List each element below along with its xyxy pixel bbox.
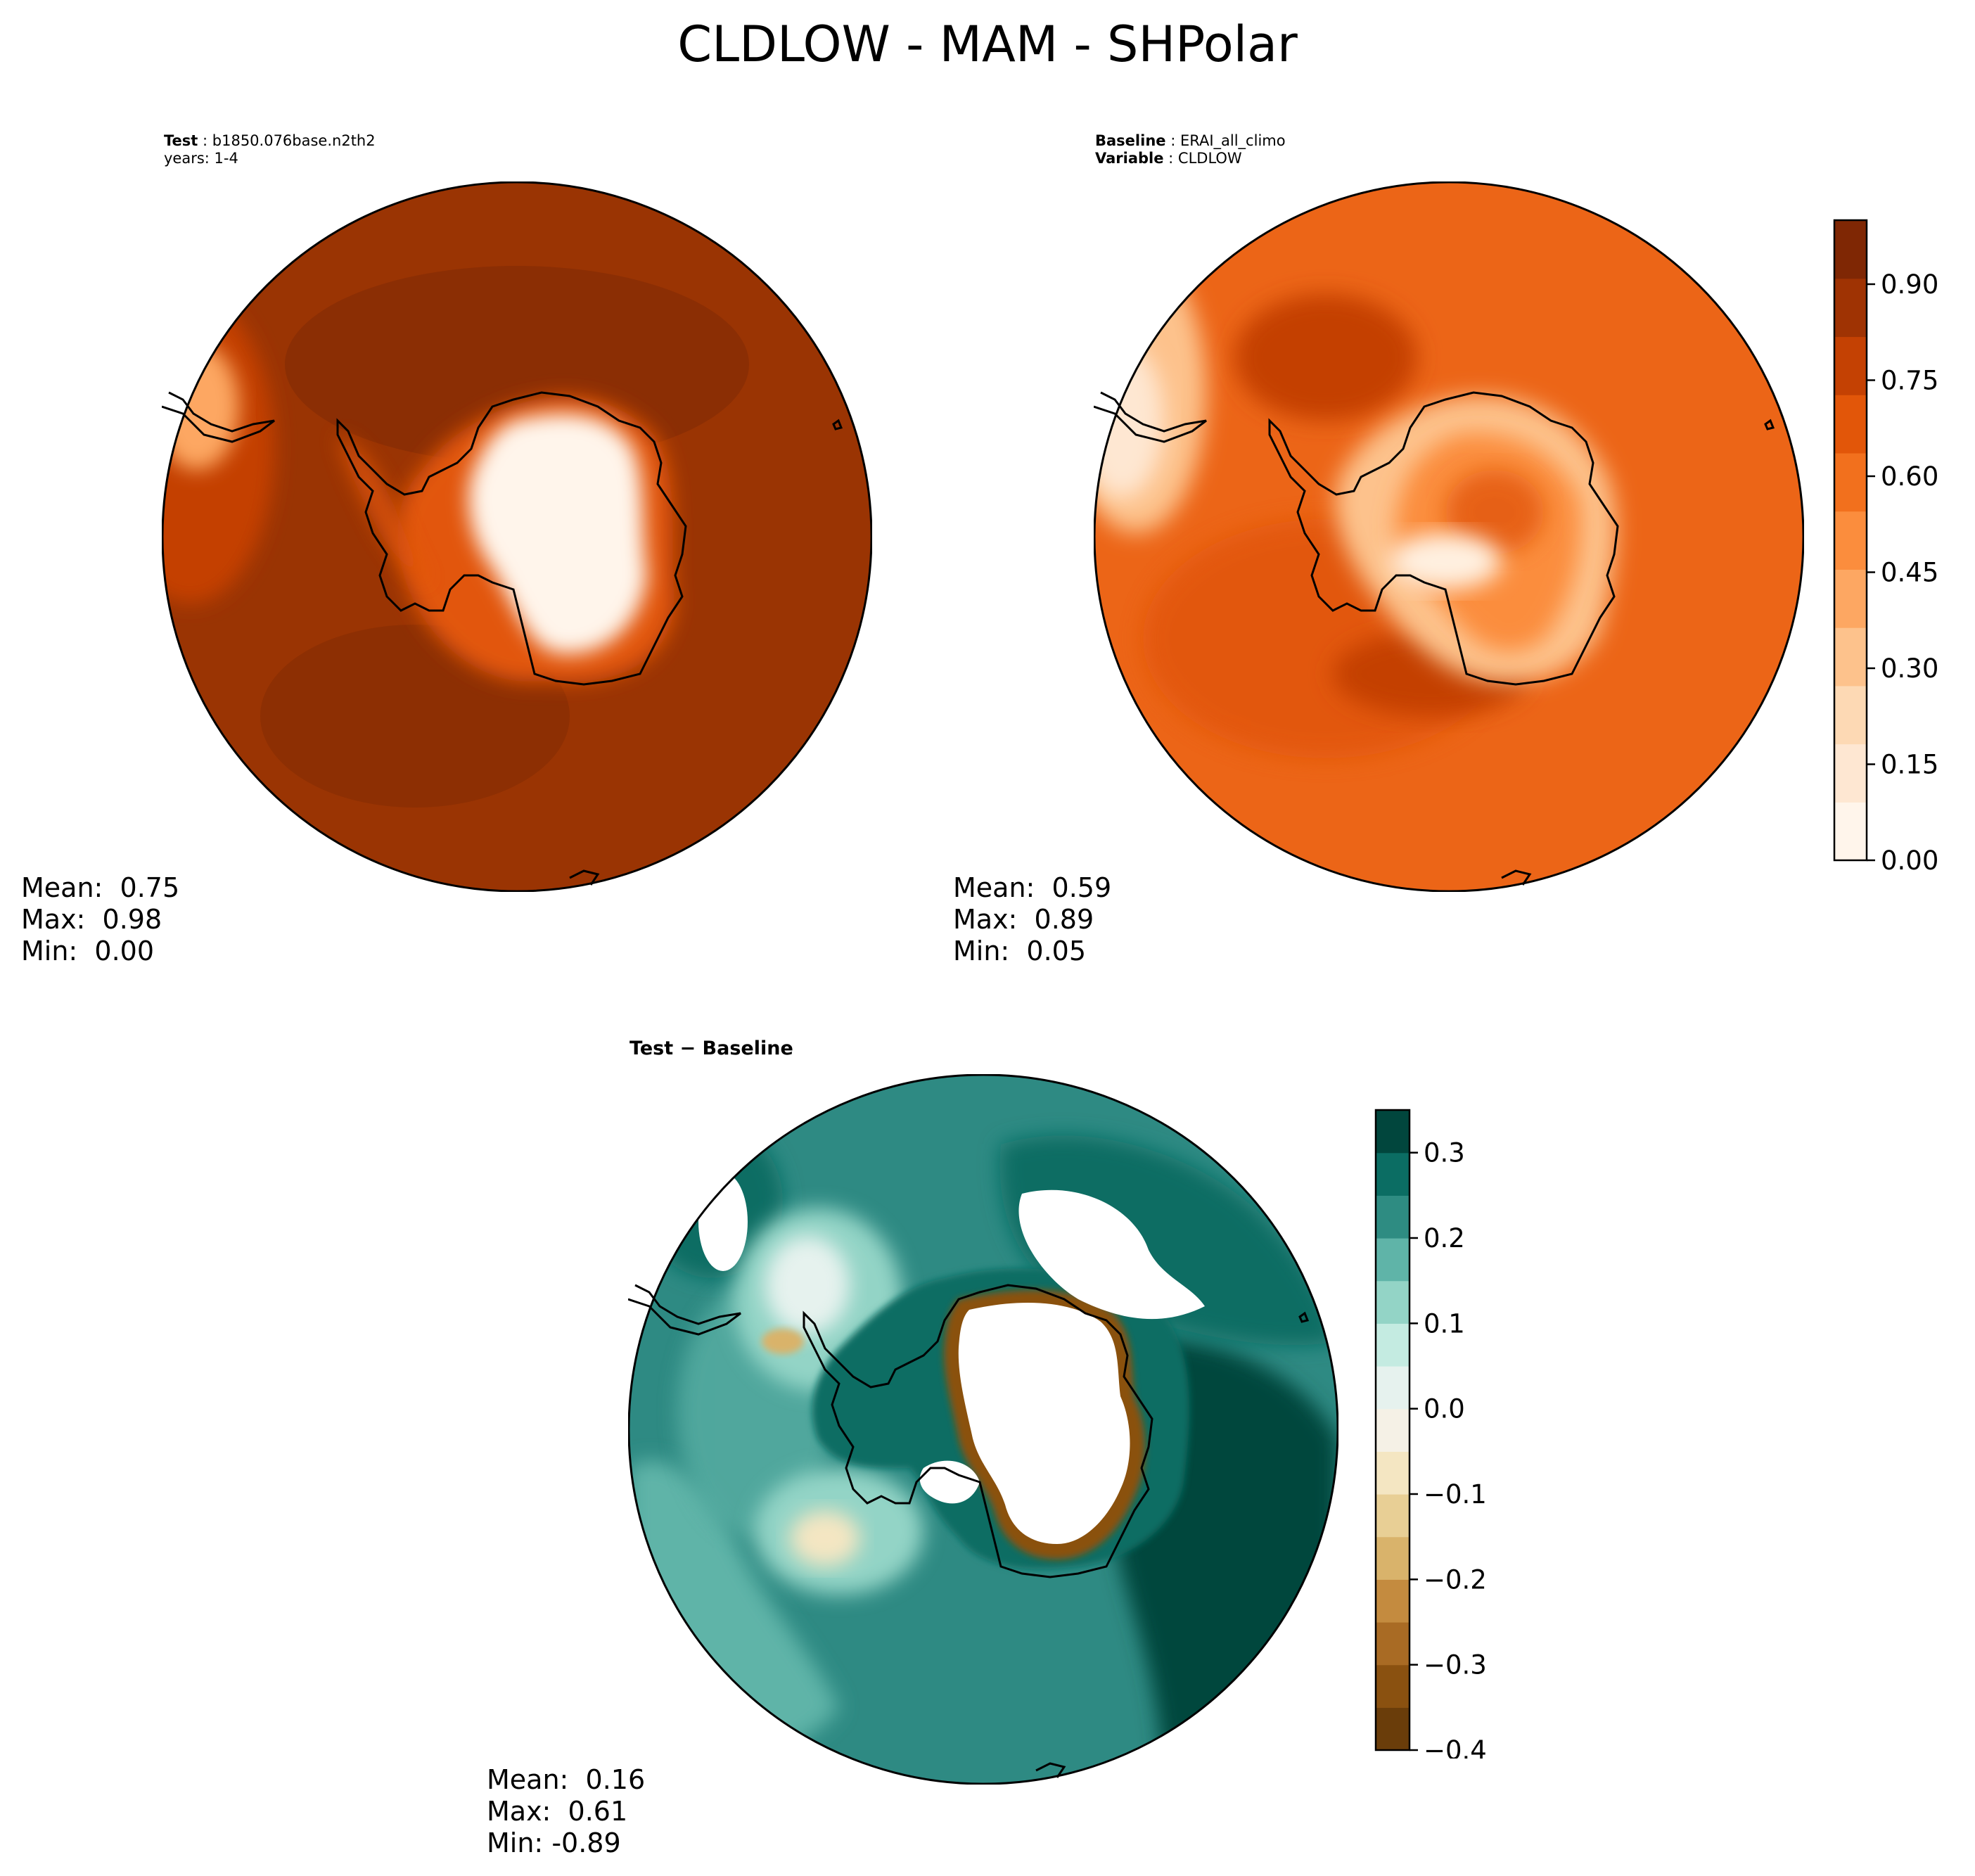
diverging-colorbar-band [1376, 1366, 1410, 1410]
baseline-map-border [1094, 181, 1804, 892]
test-max-label: Max: [21, 904, 86, 935]
test-label-value: b1850.076base.n2th2 [212, 132, 376, 149]
diff-map [628, 1074, 1338, 1785]
sequential-colorbar-band [1834, 569, 1867, 628]
diff-min-label: Min: [487, 1827, 544, 1858]
sequential-colorbar-tick-label: 0.30 [1881, 653, 1938, 684]
figure-title: CLDLOW - MAM - SHPolar [677, 15, 1298, 73]
diff-mean-value: 0.16 [585, 1764, 646, 1795]
diverging-colorbar-band [1376, 1579, 1410, 1623]
test-mean-label: Mean: [21, 872, 103, 903]
diverging-colorbar-band [1376, 1280, 1410, 1324]
sequential-colorbar-tick-label: 0.15 [1881, 750, 1938, 780]
diverging-colorbar-band [1376, 1707, 1410, 1751]
diverging-colorbar-tick-label: 0.1 [1424, 1308, 1465, 1339]
diverging-colorbar-band [1376, 1408, 1410, 1452]
sequential-colorbar-band [1834, 452, 1867, 512]
sequential-colorbar-bands [1834, 220, 1867, 861]
sequential-colorbar-tick-label: 0.60 [1881, 461, 1938, 492]
sequential-colorbar-band [1834, 685, 1867, 745]
diverging-colorbar-band [1376, 1152, 1410, 1196]
diverging-colorbar-tick-label: 0.3 [1424, 1138, 1465, 1168]
diff-min-value: -0.89 [551, 1827, 621, 1858]
test-max-value: 0.98 [102, 904, 162, 935]
variable-label-key: Variable [1095, 150, 1164, 167]
baseline-label-value: ERAI_all_climo [1180, 132, 1286, 149]
diverging-colorbar-tick-label: −0.1 [1424, 1479, 1487, 1510]
diverging-colorbar-tick-label: −0.4 [1424, 1735, 1487, 1759]
sequential-colorbar-band [1834, 278, 1867, 338]
baseline-mean-value: 0.59 [1052, 872, 1112, 903]
baseline-coastline [1094, 391, 1775, 886]
baseline-panel-label: Baseline : ERAI_all_climo Variable : CLD… [1095, 132, 1286, 167]
sequential-colorbar-band [1834, 336, 1867, 395]
diverging-colorbar-tick-label: −0.2 [1424, 1564, 1487, 1595]
sequential-colorbar-band [1834, 511, 1867, 570]
diff-max-label: Max: [487, 1796, 551, 1827]
diverging-colorbar-tick-label: 0.0 [1424, 1394, 1465, 1424]
test-min-label: Min: [21, 936, 78, 966]
test-years: years: 1-4 [164, 150, 238, 167]
baseline-label-key: Baseline [1095, 132, 1166, 149]
sequential-colorbar-border [1833, 219, 1868, 862]
test-min-value: 0.00 [94, 936, 155, 966]
sequential-colorbar-tick-label: 0.90 [1881, 269, 1938, 300]
diverging-colorbar-band [1376, 1323, 1410, 1367]
sequential-colorbar-tick-label: 0.45 [1881, 558, 1938, 588]
diverging-colorbar-band [1376, 1110, 1410, 1154]
diff-coastline [628, 1284, 1310, 1778]
test-stats: Mean: 0.75 Max: 0.98 Min: 0.00 [21, 872, 179, 967]
sequential-colorbar-ticks: 0.00 0.15 0.30 0.45 0.60 0.75 0.90 [1867, 269, 1938, 876]
sequential-colorbar-band [1834, 220, 1867, 279]
variable-label-value: CLDLOW [1177, 150, 1242, 167]
diff-stats: Mean: 0.16 Max: 0.61 Min: -0.89 [487, 1764, 645, 1859]
baseline-min-value: 0.05 [1026, 936, 1087, 966]
diverging-colorbar: 0.3 0.2 0.1 0.0 −0.1 −0.2 −0.3 −0.4 [1374, 1109, 1487, 1759]
sequential-colorbar-band [1834, 802, 1867, 861]
diverging-colorbar-band [1376, 1195, 1410, 1239]
baseline-max-value: 0.89 [1034, 904, 1094, 935]
diverging-colorbar-border [1374, 1109, 1411, 1751]
diverging-colorbar-band [1376, 1238, 1410, 1282]
diff-mean-label: Mean: [487, 1764, 569, 1795]
test-map-fill [162, 182, 871, 891]
sequential-colorbar: 0.00 0.15 0.30 0.45 0.60 0.75 0.90 [1833, 219, 1938, 876]
diverging-colorbar-band [1376, 1451, 1410, 1495]
baseline-stats: Mean: 0.59 Max: 0.89 Min: 0.05 [953, 872, 1111, 967]
diverging-colorbar-tick-label: 0.2 [1424, 1223, 1465, 1253]
diverging-colorbar-bands [1376, 1110, 1410, 1751]
test-label-key: Test [164, 132, 198, 149]
test-mean-value: 0.75 [120, 872, 180, 903]
diverging-colorbar-band [1376, 1536, 1410, 1580]
diverging-colorbar-tick-label: −0.3 [1424, 1650, 1487, 1680]
diverging-colorbar-band [1376, 1664, 1410, 1708]
sequential-colorbar-tick-label: 0.00 [1881, 846, 1938, 876]
baseline-map [1094, 181, 1804, 892]
baseline-min-label: Min: [953, 936, 1010, 966]
diff-map-border [628, 1074, 1338, 1785]
baseline-map-fill [1094, 182, 1803, 891]
test-coastline [162, 391, 843, 886]
diff-map-fill [629, 1075, 1338, 1784]
test-map-border [162, 181, 872, 892]
test-panel-label: Test : b1850.076base.n2th2 years: 1-4 [164, 132, 376, 167]
sequential-colorbar-band [1834, 395, 1867, 454]
baseline-mean-label: Mean: [953, 872, 1035, 903]
diverging-colorbar-band [1376, 1494, 1410, 1538]
diverging-colorbar-ticks: 0.3 0.2 0.1 0.0 −0.1 −0.2 −0.3 −0.4 [1410, 1138, 1487, 1759]
sequential-colorbar-band [1834, 744, 1867, 803]
diff-max-value: 0.61 [568, 1796, 628, 1827]
diff-panel-label: Test − Baseline [629, 1038, 793, 1059]
diverging-colorbar-band [1376, 1622, 1410, 1666]
baseline-max-label: Max: [953, 904, 1018, 935]
test-map [162, 181, 872, 892]
sequential-colorbar-tick-label: 0.75 [1881, 366, 1938, 396]
sequential-colorbar-band [1834, 627, 1867, 687]
